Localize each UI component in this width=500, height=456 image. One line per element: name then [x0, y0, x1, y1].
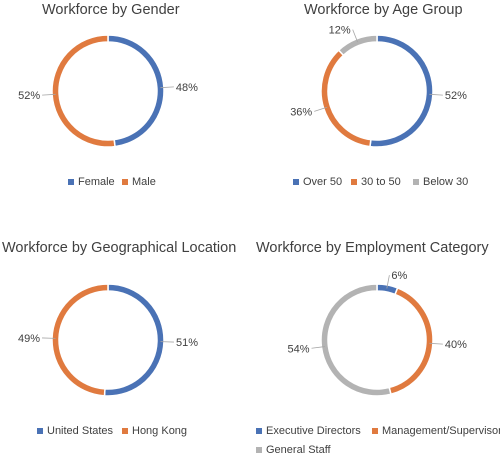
legend-swatch-executive-directors [256, 428, 262, 434]
donut-slice-management-supervisor [389, 288, 433, 394]
legend-item-general-staff: General Staff [256, 444, 331, 456]
data-label-executive-directors: 6% [391, 270, 407, 282]
donut-slice-general-staff [321, 284, 391, 396]
legend-label-general-staff: General Staff [266, 444, 331, 456]
data-label-general-staff: 54% [287, 343, 309, 355]
legend-swatch-general-staff [256, 447, 262, 453]
legend-item-executive-directors: Executive Directors [256, 425, 361, 437]
data-label-management-supervisor: 40% [445, 339, 467, 351]
legend-item-management-supervisor: Management/Supervisor [372, 425, 500, 437]
legend-label-executive-directors: Executive Directors [266, 425, 361, 437]
legend-label-management-supervisor: Management/Supervisor [382, 425, 500, 437]
legend-swatch-management-supervisor [372, 428, 378, 434]
